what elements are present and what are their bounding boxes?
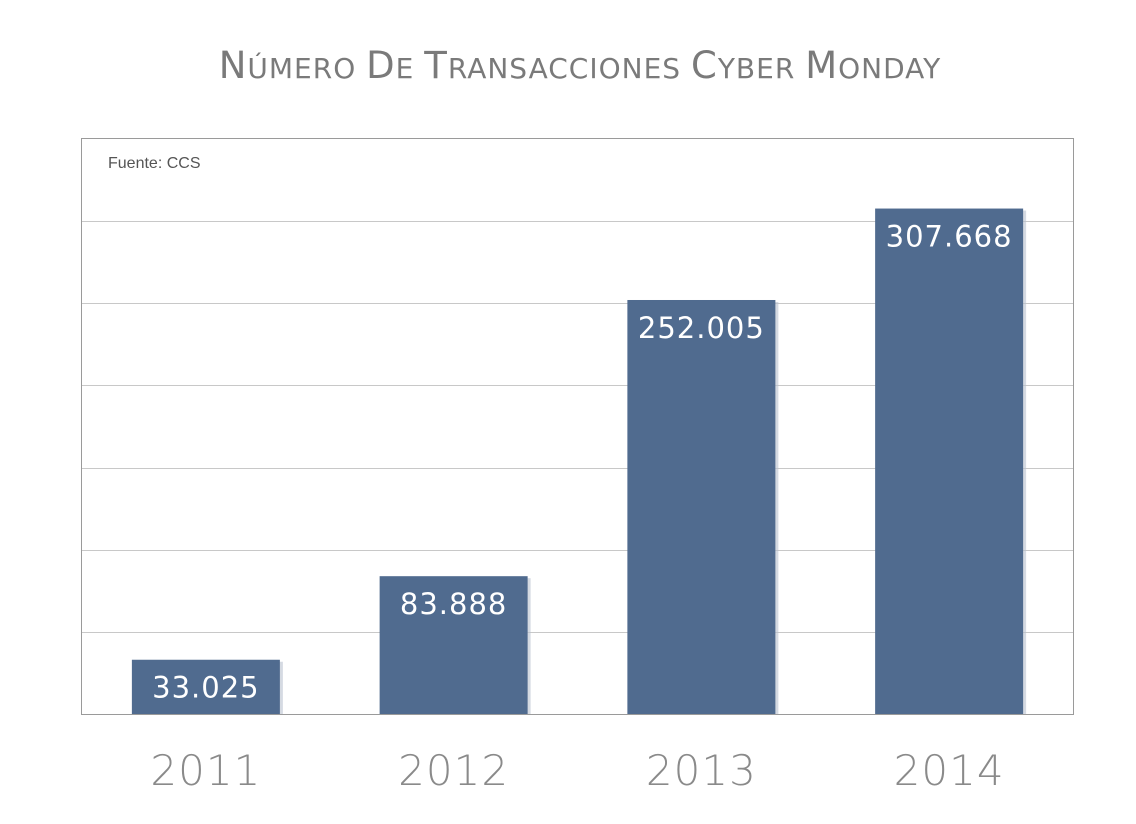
bar-2012	[379, 576, 528, 714]
category-label: 2013	[646, 746, 757, 795]
bar-value-label: 83.888	[400, 587, 507, 621]
bar-value-label: 33.025	[152, 671, 259, 705]
bar-2011	[131, 659, 280, 714]
bar-value-label: 252.005	[638, 311, 765, 345]
bar-value-labels: 33.025 83.888 252.005 307.668	[152, 220, 1013, 705]
bars	[131, 208, 1027, 715]
chart-title: NÚMERO DE TRANSACCIONES CYBER MONDAY	[219, 44, 942, 87]
category-label: 2011	[150, 746, 261, 795]
bar-value-label: 307.668	[886, 220, 1013, 254]
category-labels: 2011 2012 2013 2014	[150, 746, 1005, 795]
category-label: 2014	[894, 746, 1005, 795]
category-label: 2012	[398, 746, 509, 795]
source-note: Fuente: CCS	[108, 155, 200, 172]
bar-2014	[875, 208, 1024, 715]
bar-2013	[627, 299, 776, 714]
